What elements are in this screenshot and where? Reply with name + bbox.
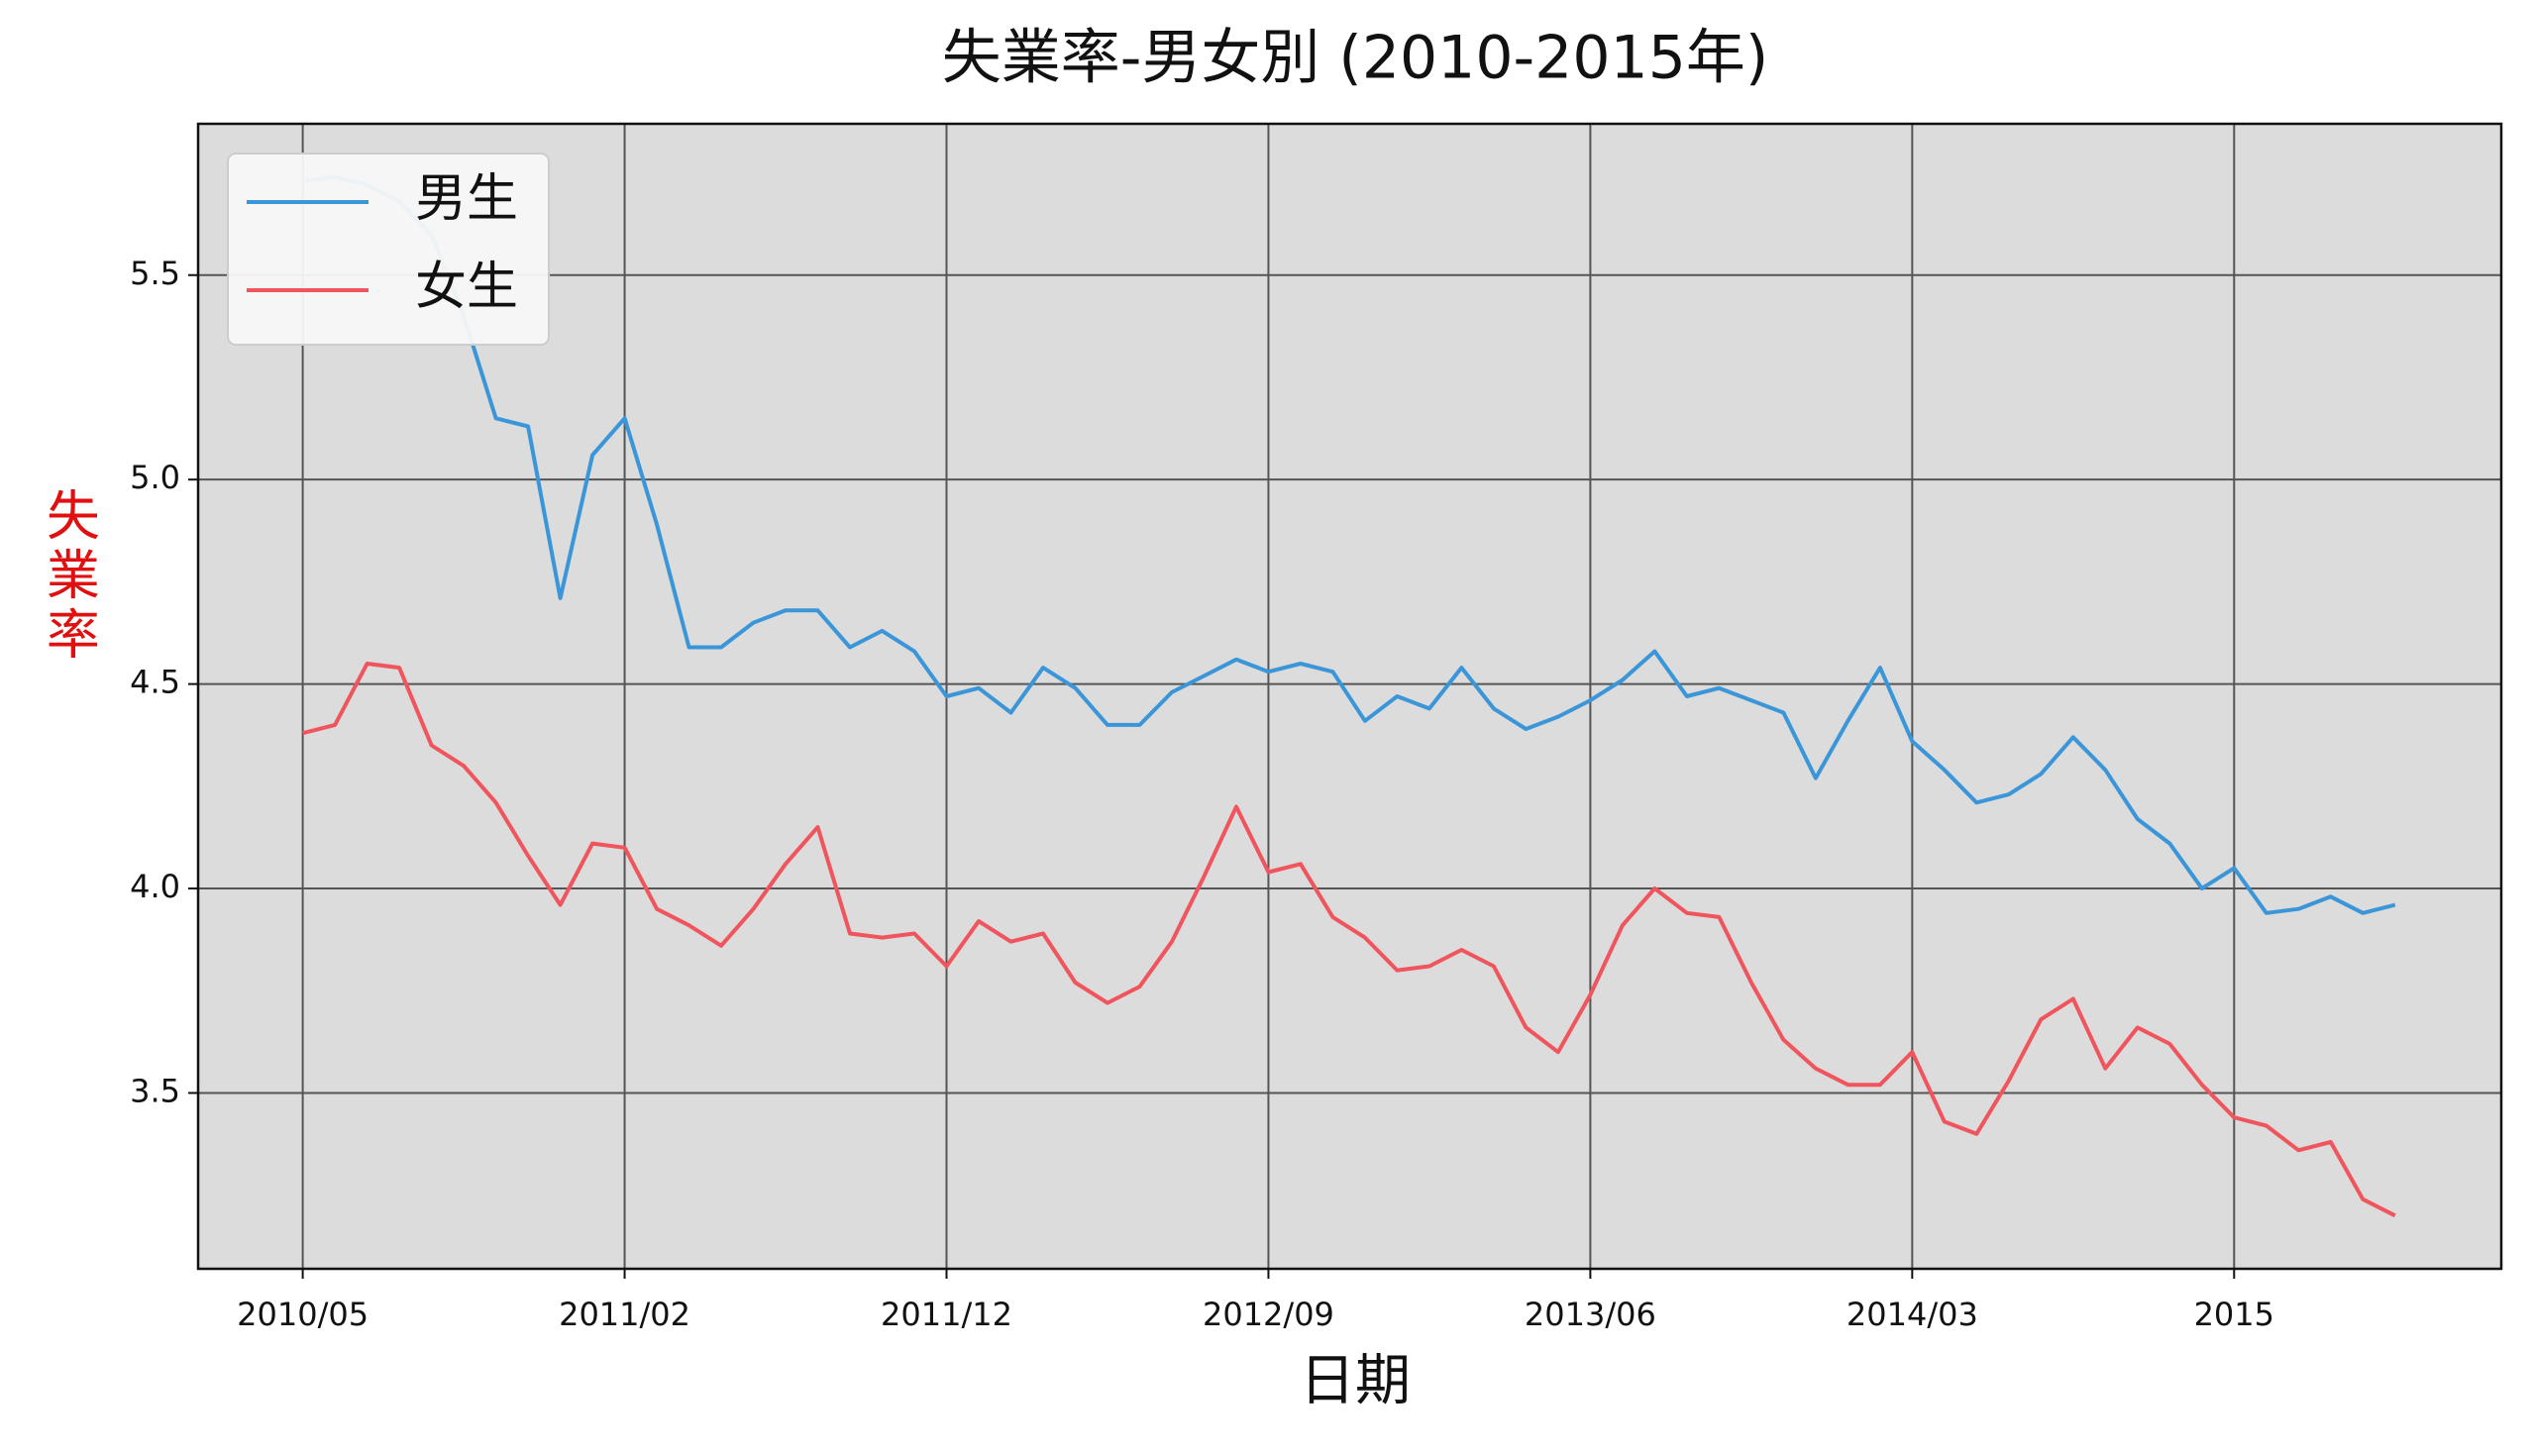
y-tick-label: 3.5 — [130, 1072, 180, 1109]
lines — [302, 174, 2396, 1218]
x-tick-label: 2011/12 — [881, 1296, 1012, 1333]
series-line — [302, 174, 2396, 915]
x-tick-label: 2012/09 — [1203, 1296, 1334, 1333]
legend-label: 男生 — [415, 169, 518, 229]
legend-label: 女生 — [415, 258, 518, 317]
y-tick-label: 5.5 — [130, 255, 180, 292]
x-axis-label: 日期 — [1300, 1349, 1411, 1413]
x-tick-label: 2014/03 — [1846, 1296, 1978, 1333]
chart-title: 失業率-男女別 (2010-2015年) — [942, 24, 1769, 93]
x-tick-label: 2015 — [2194, 1296, 2274, 1333]
x-tick-label: 2013/06 — [1525, 1296, 1656, 1333]
plot-frame — [196, 122, 2503, 1271]
x-tick-label: 2010/05 — [237, 1296, 369, 1333]
x-tick-label: 2011/02 — [559, 1296, 690, 1333]
y-tick-label: 4.0 — [130, 868, 180, 905]
series-line — [302, 662, 2396, 1218]
y-tick-label: 4.5 — [130, 664, 180, 701]
y-axis-label: 失業率 — [37, 487, 99, 666]
y-tick-label: 5.0 — [130, 459, 180, 496]
